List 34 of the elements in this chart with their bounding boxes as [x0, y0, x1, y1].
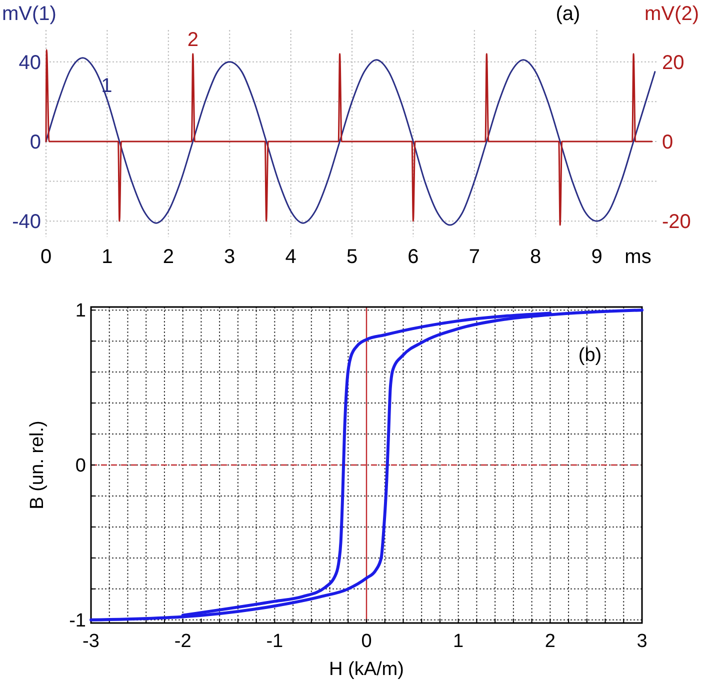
y-axis-title: mV(1) — [2, 3, 56, 25]
x-tick-label: 4 — [285, 246, 296, 268]
y-tick-label: 0 — [30, 131, 41, 154]
x-tick-label: -3 — [82, 631, 100, 652]
y-tick-label: 0 — [75, 456, 86, 477]
y2-axis-title: mV(2) — [644, 3, 699, 25]
y-axis-title: B (un. rel.) — [27, 420, 48, 510]
x-tick-label: -2 — [174, 631, 192, 652]
y-tick-label: 1 — [75, 300, 86, 322]
series-label: 1 — [101, 74, 112, 97]
x-axis-title: ms — [624, 246, 652, 268]
x-tick-label: 7 — [468, 246, 480, 268]
series-label: 2 — [187, 28, 198, 51]
x-tick-label: 3 — [224, 246, 236, 268]
x-tick-label: 0 — [361, 631, 372, 652]
annotation: (b) — [578, 345, 602, 366]
y2-tick-label: 0 — [662, 131, 674, 154]
y2-tick-label: 20 — [662, 52, 684, 74]
x-tick-label: 9 — [591, 246, 602, 268]
x-tick-label: 8 — [530, 246, 542, 268]
y-tick-label: -1 — [69, 610, 86, 632]
y-tick-label: 40 — [18, 52, 41, 74]
y-tick-label: -40 — [12, 211, 41, 234]
x-axis-title: H (kA/m) — [329, 659, 404, 680]
x-tick-label: 2 — [544, 631, 556, 652]
x-tick-label: -1 — [266, 631, 284, 652]
x-tick-label: 3 — [636, 631, 648, 652]
text: (a) — [556, 3, 580, 25]
x-tick-label: 1 — [453, 631, 464, 652]
x-tick-label: 1 — [102, 246, 113, 268]
x-tick-label: 5 — [346, 246, 358, 268]
x-tick-label: 6 — [408, 246, 419, 268]
y2-tick-label: -20 — [662, 211, 691, 234]
x-tick-label: 2 — [162, 246, 174, 268]
